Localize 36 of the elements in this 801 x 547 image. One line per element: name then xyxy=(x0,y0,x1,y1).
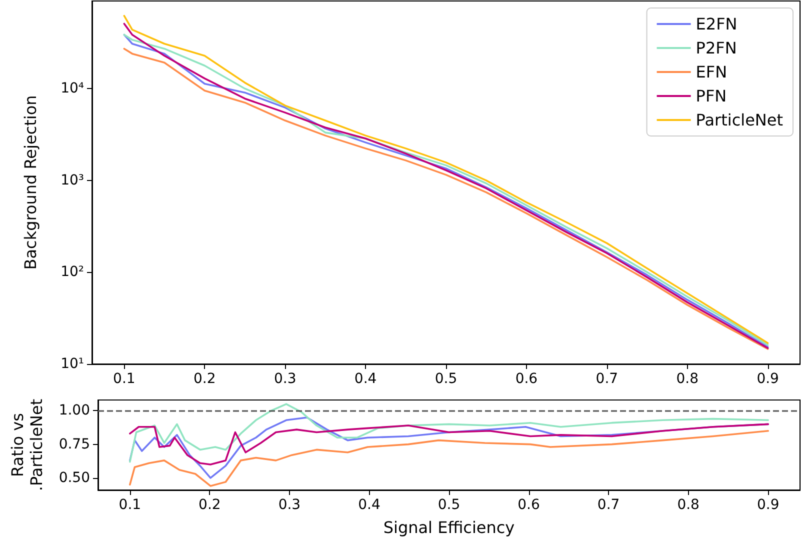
x-tick-label: 0.4 xyxy=(354,371,377,387)
legend-label: P2FN xyxy=(696,38,737,58)
x-tick-label: 0.3 xyxy=(274,371,296,387)
x-tick-label: 0.6 xyxy=(518,497,540,513)
y-tick-label: 1.00 xyxy=(58,402,90,419)
x-tick-label: 0.3 xyxy=(278,497,301,513)
legend-label: EFN xyxy=(696,62,728,82)
y-tick-label: 10¹ xyxy=(60,356,84,372)
x-tick-label: 0.9 xyxy=(756,497,780,513)
line-series xyxy=(129,423,769,466)
x-tick-label: 0.7 xyxy=(597,497,620,513)
x-tick-label: 0.6 xyxy=(515,371,538,387)
x-tick-label: 0.4 xyxy=(358,497,380,513)
y-tick-label: 0.50 xyxy=(58,470,90,486)
x-tick-label: 0.1 xyxy=(113,371,136,387)
line-series xyxy=(129,403,769,463)
x-tick-label: 0.5 xyxy=(438,497,460,513)
x-tick-label: 0.9 xyxy=(756,371,779,387)
x-tick-label: 0.8 xyxy=(677,497,700,513)
y-tick-label: 10⁴ xyxy=(60,80,84,97)
y-axis-title: Background Rejection xyxy=(21,95,40,270)
x-tick-label: 0.2 xyxy=(198,497,221,513)
y-axis-title: Ratio vs .ParticleNet xyxy=(8,398,46,492)
x-axis-title: Signal Efficiency xyxy=(383,518,515,537)
line-series xyxy=(129,430,769,487)
legend-label: PFN xyxy=(696,86,727,106)
y-tick-label: 0.75 xyxy=(58,436,90,452)
legend-label: ParticleNet xyxy=(696,110,783,130)
x-tick-label: 0.5 xyxy=(434,371,458,387)
x-tick-label: 0.7 xyxy=(596,371,618,387)
x-tick-label: 0.2 xyxy=(194,371,216,387)
x-tick-label: 0.1 xyxy=(118,497,142,513)
legend-label: E2FN xyxy=(696,14,738,34)
x-tick-label: 0.8 xyxy=(676,371,698,387)
y-tick-label: 10³ xyxy=(60,172,84,188)
y-tick-label: 10² xyxy=(60,264,84,280)
